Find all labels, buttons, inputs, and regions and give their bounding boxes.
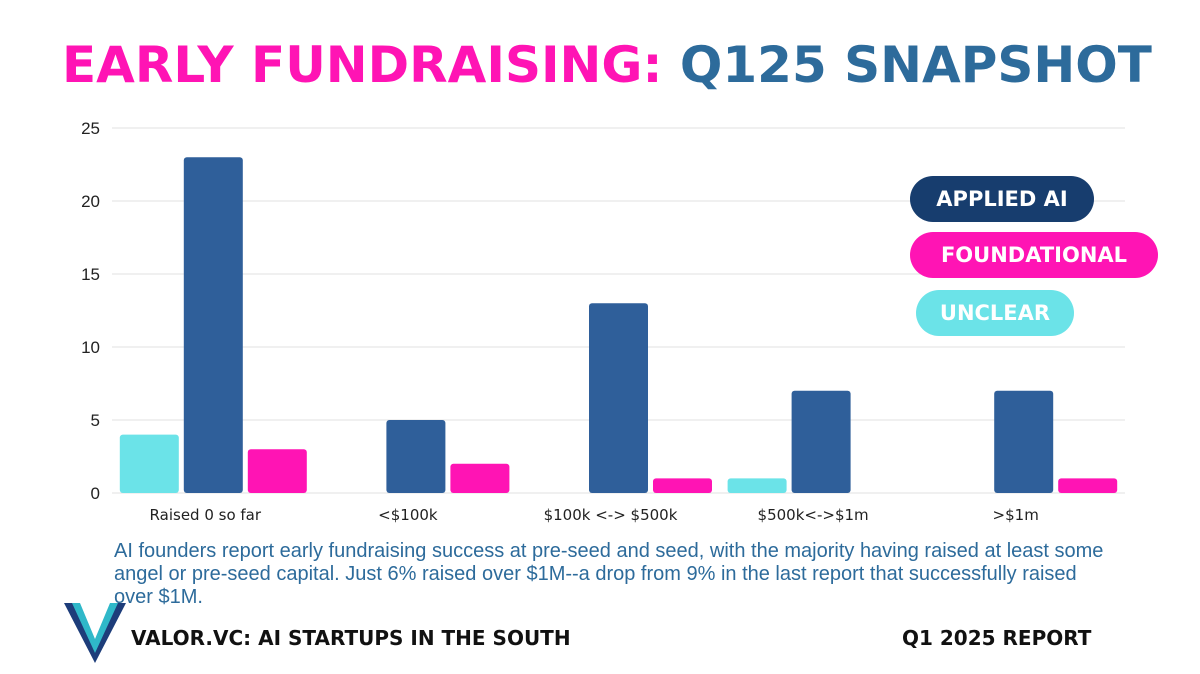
chart-legend: APPLIED AI FOUNDATIONAL UNCLEAR (910, 176, 1170, 336)
y-tick-label: 15 (81, 265, 100, 284)
bar-applied-ai (386, 420, 446, 493)
bar-chart: 0 5 10 15 20 25 Raised 0 so far <$100k $100k <->… (81, 119, 1125, 524)
bar-unclear (119, 434, 179, 493)
bar-applied-ai (994, 390, 1054, 493)
bar-foundational (653, 478, 712, 493)
bar-foundational (450, 463, 510, 493)
title-part-blue: Q125 SNAPSHOT (679, 36, 1152, 94)
x-category-label: $100k <-> $500k (544, 506, 678, 524)
footer-report-label: Q1 2025 REPORT (902, 626, 1092, 650)
chart-caption: AI founders report early fundraising suc… (114, 540, 1104, 608)
legend-pill-foundational: FOUNDATIONAL (910, 232, 1158, 278)
y-tick-label: 20 (81, 192, 100, 211)
bar-applied-ai (183, 157, 243, 493)
x-category-label: <$100k (378, 506, 438, 524)
bar-unclear (727, 478, 787, 493)
y-tick-label: 25 (81, 119, 100, 138)
x-category-label: Raised 0 so far (150, 506, 262, 524)
valor-logo-icon (64, 603, 126, 663)
bar-foundational (247, 449, 307, 493)
footer-brand: VALOR.VC: AI STARTUPS IN THE SOUTH (131, 626, 571, 650)
legend-pill-applied-ai: APPLIED AI (910, 176, 1094, 222)
legend-pill-unclear: UNCLEAR (916, 290, 1074, 336)
x-category-label: $500k<->$1m (758, 506, 869, 524)
x-category-label: >$1m (993, 506, 1039, 524)
bar-foundational (1058, 478, 1118, 493)
page-title: EARLY FUNDRAISING: Q125 SNAPSHOT (62, 40, 1152, 90)
y-tick-label: 10 (81, 338, 100, 357)
title-part-pink: EARLY FUNDRAISING: (62, 36, 663, 94)
bar-applied-ai (589, 303, 648, 493)
bar-applied-ai (791, 390, 851, 493)
y-tick-label: 0 (91, 484, 100, 503)
y-tick-label: 5 (91, 411, 100, 430)
